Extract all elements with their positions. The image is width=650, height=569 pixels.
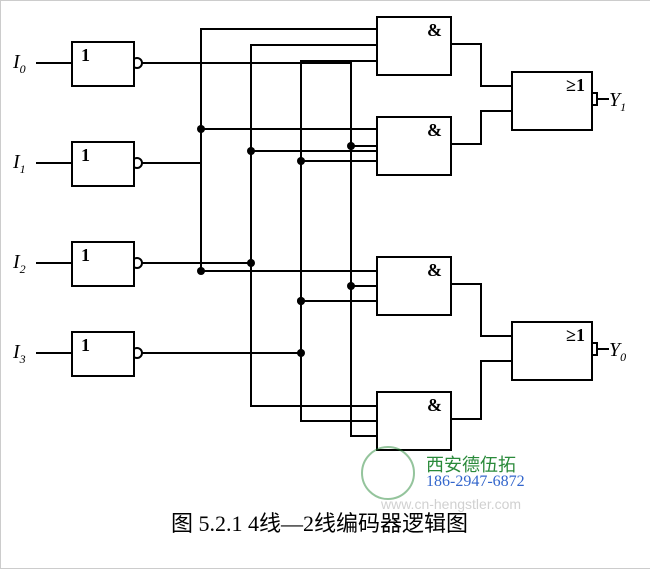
and-gate: & [376,391,452,451]
not-gate: 1 [71,41,135,87]
not-gate: 1 [71,141,135,187]
and-gate: & [376,16,452,76]
and-gate: & [376,116,452,176]
watermark-phone: 186-2947-6872 [426,473,525,491]
output-label-Y1: Y1 [609,89,626,115]
figure-caption: 图 5.2.1 4线—2线编码器逻辑图 [171,506,468,538]
input-label-I2: I2 [13,251,26,277]
or-gate: ≥1 [511,71,593,131]
or-gate: ≥1 [511,321,593,381]
and-gate: & [376,256,452,316]
input-label-I3: I3 [13,341,26,367]
input-label-I1: I1 [13,151,26,177]
not-gate: 1 [71,241,135,287]
diagram-canvas: I0 I1 I2 I3 Y1 Y0 1111 &&&& ≥1≥1 西安德伍拓 1… [0,0,650,569]
not-gate: 1 [71,331,135,377]
output-label-Y0: Y0 [609,339,626,365]
input-label-I0: I0 [13,51,26,77]
watermark-logo-icon [361,446,415,500]
